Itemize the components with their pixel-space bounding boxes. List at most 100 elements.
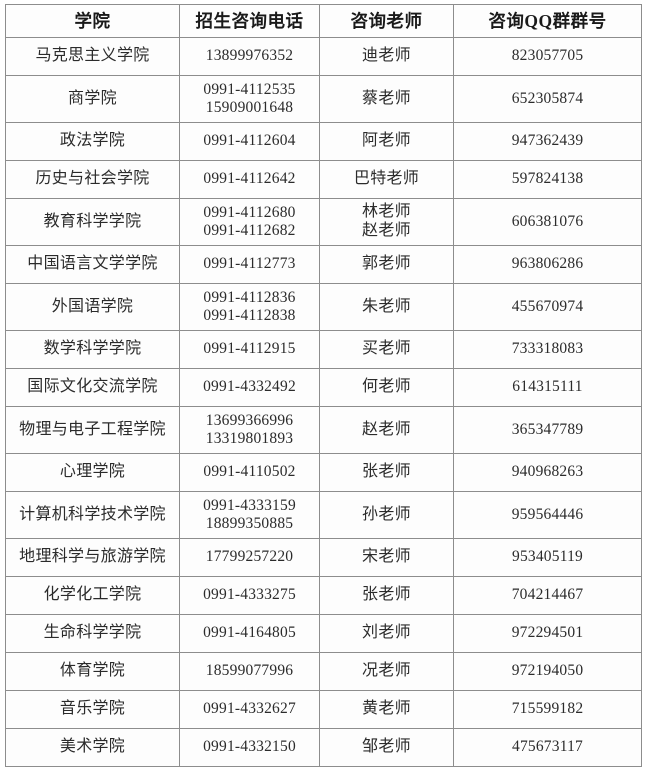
cell-teacher: 张老师	[319, 576, 454, 615]
cell-phone: 13899976352	[179, 37, 320, 76]
table-row: 马克思主义学院 13899976352 迪老师 823057705	[5, 37, 642, 76]
table-row: 美术学院 0991-4332150 邹老师 475673117	[5, 728, 642, 767]
cell-phone-line: 0991-4112682	[203, 222, 296, 239]
cell-college: 国际文化交流学院	[5, 368, 180, 407]
cell-qq: 365347789	[453, 406, 642, 454]
cell-teacher: 迪老师	[319, 37, 454, 76]
table-row: 体育学院 18599077996 况老师 972194050	[5, 652, 642, 691]
cell-phone-line: 0991-4112773	[203, 255, 296, 273]
cell-college: 马克思主义学院	[5, 37, 180, 76]
cell-phone: 0991-4112773	[179, 245, 320, 284]
cell-teacher-line: 赵老师	[362, 420, 411, 438]
cell-college: 美术学院	[5, 728, 180, 767]
cell-teacher: 巴特老师	[319, 160, 454, 199]
cell-teacher: 林老师 赵老师	[319, 198, 454, 246]
cell-qq: 652305874	[453, 75, 642, 123]
cell-qq: 715599182	[453, 690, 642, 729]
cell-qq: 953405119	[453, 538, 642, 577]
cell-teacher-line: 巴特老师	[353, 170, 420, 188]
cell-qq: 614315111	[453, 368, 642, 407]
table-row: 计算机科学技术学院 0991-4333159 18899350885 孙老师 95956…	[5, 491, 642, 539]
cell-college: 心理学院	[5, 453, 180, 492]
cell-college: 计算机科学技术学院	[5, 491, 180, 539]
cell-teacher: 况老师	[319, 652, 454, 691]
cell-teacher-line: 蔡老师	[362, 89, 411, 107]
admissions-contact-table: 学院 招生咨询电话 咨询老师 咨询QQ群群号 马克思主义学院 1389997635…	[5, 4, 642, 767]
cell-phone-line: 0991-4112604	[203, 132, 296, 150]
cell-phone: 0991-4112604	[179, 122, 320, 161]
cell-phone-line: 0991-4332492	[203, 378, 296, 396]
table-row: 物理与电子工程学院 13699366996 13319801893 赵老师 365347…	[5, 406, 642, 454]
cell-phone-line: 18599077996	[205, 662, 294, 680]
cell-phone: 0991-4164805	[179, 614, 320, 653]
cell-teacher: 何老师	[319, 368, 454, 407]
cell-college: 政法学院	[5, 122, 180, 161]
cell-college: 化学化工学院	[5, 576, 180, 615]
cell-teacher-line: 林老师	[362, 203, 411, 221]
table-row: 国际文化交流学院 0991-4332492 何老师 614315111	[5, 368, 642, 407]
table-row: 中国语言文学学院 0991-4112773 郭老师 963806286	[5, 245, 642, 284]
cell-phone-line: 0991-4112836	[203, 288, 296, 306]
cell-college: 数学科学学院	[5, 330, 180, 369]
cell-phone-line: 17799257220	[205, 548, 294, 566]
table-row: 外国语学院 0991-4112836 0991-4112838 朱老师 45567097…	[5, 283, 642, 331]
table-row: 教育科学学院 0991-4112680 0991-4112682 林老师 赵老师 6063…	[5, 198, 642, 246]
cell-phone-line: 0991-4333275	[203, 586, 296, 604]
table-row: 数学科学学院 0991-4112915 买老师 733318083	[5, 330, 642, 369]
cell-teacher-line: 刘老师	[362, 624, 411, 642]
column-header-qq: 咨询QQ群群号	[453, 4, 642, 38]
cell-phone-line: 0991-4112915	[203, 340, 296, 358]
cell-qq: 597824138	[453, 160, 642, 199]
cell-teacher-line: 邹老师	[362, 738, 411, 756]
cell-teacher-line: 迪老师	[362, 47, 411, 65]
cell-teacher: 蔡老师	[319, 75, 454, 123]
cell-qq: 972294501	[453, 614, 642, 653]
table-row: 地理科学与旅游学院 17799257220 宋老师 953405119	[5, 538, 642, 577]
cell-college: 体育学院	[5, 652, 180, 691]
cell-phone-line: 0991-4333159	[203, 496, 296, 514]
cell-phone-line: 0991-4112838	[203, 307, 296, 324]
cell-teacher: 刘老师	[319, 614, 454, 653]
cell-phone-line: 0991-4110502	[203, 463, 296, 481]
cell-teacher: 黄老师	[319, 690, 454, 729]
cell-teacher: 阿老师	[319, 122, 454, 161]
cell-qq: 823057705	[453, 37, 642, 76]
cell-teacher-line: 黄老师	[362, 700, 411, 718]
cell-teacher-line: 孙老师	[362, 505, 411, 523]
column-header-college: 学院	[5, 4, 180, 38]
cell-phone-line: 13319801893	[205, 430, 294, 447]
cell-phone-line: 15909001648	[205, 99, 294, 116]
cell-teacher-line: 阿老师	[362, 132, 411, 150]
cell-college: 外国语学院	[5, 283, 180, 331]
cell-teacher: 邹老师	[319, 728, 454, 767]
cell-college: 生命科学学院	[5, 614, 180, 653]
table-header-row: 学院 招生咨询电话 咨询老师 咨询QQ群群号	[5, 4, 642, 38]
table-row: 商学院 0991-4112535 15909001648 蔡老师 652305874	[5, 75, 642, 123]
cell-teacher: 赵老师	[319, 406, 454, 454]
cell-college: 物理与电子工程学院	[5, 406, 180, 454]
cell-qq: 940968263	[453, 453, 642, 492]
table-row: 生命科学学院 0991-4164805 刘老师 972294501	[5, 614, 642, 653]
cell-phone: 0991-4333275	[179, 576, 320, 615]
cell-qq: 733318083	[453, 330, 642, 369]
cell-teacher-line: 郭老师	[362, 255, 411, 273]
cell-phone: 0991-4112680 0991-4112682	[179, 198, 320, 246]
cell-college: 教育科学学院	[5, 198, 180, 246]
cell-phone-line: 0991-4332150	[203, 738, 296, 756]
cell-phone-line: 0991-4112642	[203, 170, 296, 188]
column-header-phone: 招生咨询电话	[179, 4, 320, 38]
cell-qq: 475673117	[453, 728, 642, 767]
cell-qq: 606381076	[453, 198, 642, 246]
cell-teacher-line: 赵老师	[362, 222, 411, 239]
cell-phone: 17799257220	[179, 538, 320, 577]
cell-phone-line: 13899976352	[205, 47, 294, 65]
cell-phone-line: 13699366996	[205, 411, 294, 429]
cell-college: 音乐学院	[5, 690, 180, 729]
cell-qq: 959564446	[453, 491, 642, 539]
cell-qq: 704214467	[453, 576, 642, 615]
cell-phone: 0991-4332627	[179, 690, 320, 729]
cell-teacher-line: 朱老师	[362, 297, 411, 315]
cell-phone: 0991-4333159 18899350885	[179, 491, 320, 539]
cell-phone: 0991-4112836 0991-4112838	[179, 283, 320, 331]
cell-phone: 0991-4112642	[179, 160, 320, 199]
